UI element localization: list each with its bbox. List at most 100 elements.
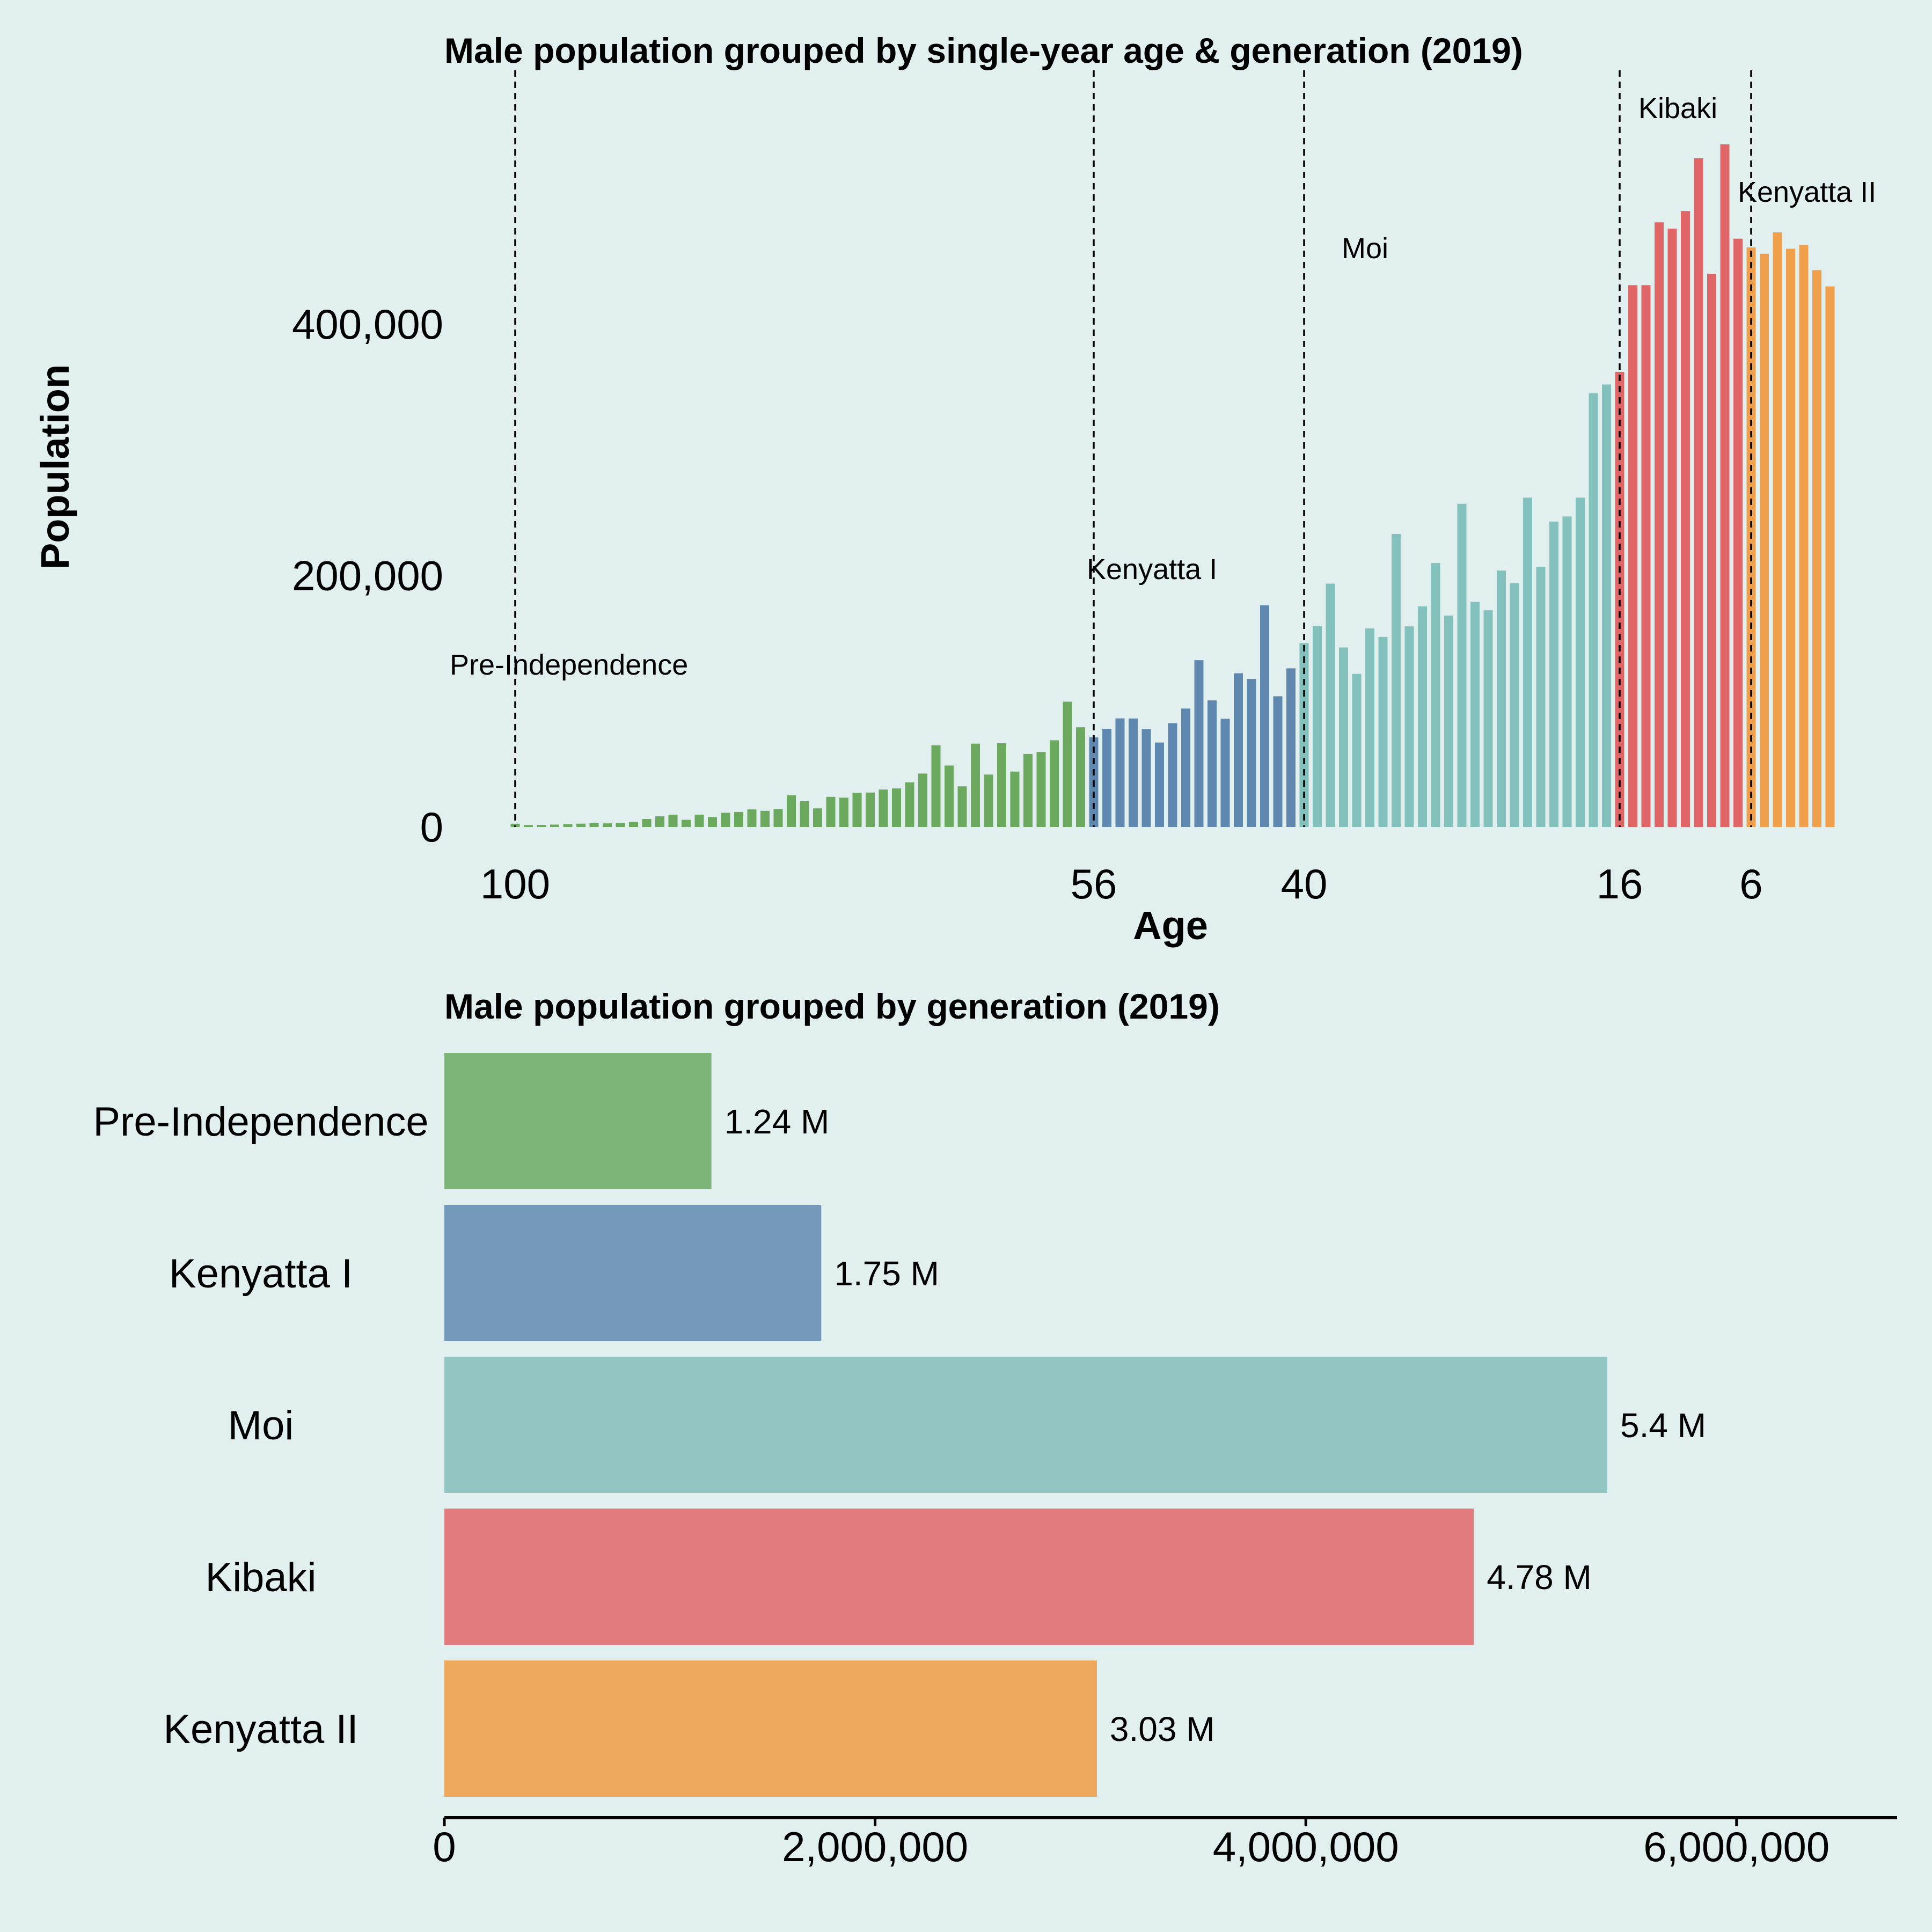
age-bar-35: [1365, 628, 1374, 827]
age-bar-75: [839, 797, 848, 827]
age-bar-34: [1378, 636, 1388, 827]
age-bar-63: [997, 743, 1006, 827]
age-bar-99: [524, 825, 533, 827]
age-bar-12: [1667, 229, 1677, 827]
age-bar-98: [537, 825, 546, 827]
x-tick-label-6: 6: [1739, 860, 1762, 908]
value-label-kibaki: 4.78 M: [1487, 1558, 1592, 1597]
age-bar-33: [1392, 534, 1401, 827]
age-bar-64: [984, 774, 993, 827]
generation-totals-chart: Male population grouped by generation (2…: [93, 986, 1897, 1870]
age-bar-3: [1786, 248, 1795, 827]
category-label-kibaki: Kibaki: [206, 1555, 317, 1600]
bottom-x-axis-ticks: 0 2,000,000 4,000,000 6,000,000: [433, 1818, 1829, 1870]
bottom-x-tick-label-2000000: 2,000,000: [782, 1823, 968, 1870]
age-bar-41: [1286, 668, 1296, 827]
category-label-kenyatta-i: Kenyatta I: [169, 1251, 353, 1297]
age-bar-25: [1497, 570, 1506, 827]
generation-bars: [444, 1053, 1607, 1797]
age-bar-77: [813, 808, 822, 827]
x-tick-label-56: 56: [1071, 860, 1117, 908]
age-bar-54: [1115, 718, 1125, 827]
value-label-kenyatta-ii: 3.03 M: [1110, 1710, 1215, 1748]
age-bar-42: [1273, 696, 1283, 827]
value-label-pre-independence: 1.24 M: [724, 1102, 830, 1141]
annotation-kenyatta-ii: Kenyatta II: [1738, 176, 1876, 208]
age-bar-45: [1234, 673, 1243, 827]
age-bar-27: [1470, 602, 1480, 827]
age-bar-62: [1010, 771, 1020, 827]
age-bar-57: [1076, 727, 1085, 827]
y-tick-label-400000: 400,000: [292, 301, 443, 348]
age-bar-26: [1483, 610, 1493, 827]
age-bar-20: [1562, 516, 1572, 827]
age-bar-100: [510, 823, 520, 827]
age-bar-28: [1457, 503, 1467, 827]
age-bar-81: [760, 810, 770, 827]
age-bar-80: [773, 809, 783, 827]
generation-value-labels: 1.24 M 1.75 M 5.4 M 4.78 M 3.03 M: [724, 1102, 1706, 1748]
x-axis-title: Age: [1133, 903, 1208, 948]
age-bar-48: [1194, 660, 1204, 827]
age-bar-31: [1418, 606, 1427, 827]
annotation-kibaki: Kibaki: [1638, 92, 1717, 125]
age-bar-88: [668, 815, 678, 827]
generation-annotations: Pre-Independence Kenyatta I Moi Kibaki K…: [450, 92, 1876, 681]
age-bar-43: [1260, 605, 1269, 827]
age-bar-11: [1681, 211, 1690, 828]
age-bar-0: [1825, 286, 1835, 827]
age-bar-22: [1536, 567, 1546, 827]
generation-bar-kenyatta-i: [444, 1205, 822, 1341]
age-bar-4: [1773, 232, 1782, 827]
age-bar-52: [1141, 729, 1151, 827]
age-bar-13: [1655, 222, 1664, 827]
age-bar-55: [1102, 729, 1111, 827]
age-bar-84: [721, 813, 730, 827]
age-bar-61: [1023, 753, 1033, 827]
age-bar-36: [1352, 674, 1362, 827]
age-bar-86: [694, 815, 704, 827]
age-bar-10: [1694, 158, 1703, 827]
age-bar-53: [1129, 718, 1138, 827]
age-bar-72: [879, 789, 888, 827]
age-bar-68: [931, 745, 941, 827]
age-bar-90: [642, 819, 652, 827]
generation-chart-title: Male population grouped by generation (2…: [444, 986, 1220, 1026]
age-bar-19: [1576, 497, 1585, 827]
age-bar-66: [957, 786, 967, 827]
generation-bar-moi: [444, 1357, 1607, 1493]
annotation-pre-independence: Pre-Independence: [450, 649, 688, 681]
age-bar-8: [1720, 144, 1730, 827]
age-bar-49: [1181, 708, 1190, 827]
age-bar-93: [603, 823, 612, 827]
x-tick-label-40: 40: [1281, 860, 1328, 908]
bottom-x-tick-label-4000000: 4,000,000: [1213, 1823, 1399, 1870]
age-bar-67: [945, 765, 954, 827]
age-bar-71: [892, 788, 901, 827]
bottom-x-tick-label-6000000: 6,000,000: [1643, 1823, 1829, 1870]
age-bar-7: [1733, 238, 1743, 828]
age-bar-21: [1549, 521, 1558, 827]
age-bar-94: [589, 823, 599, 827]
age-bar-70: [905, 782, 914, 827]
age-bar-85: [708, 817, 717, 827]
age-bar-89: [655, 816, 664, 827]
age-bar-50: [1168, 723, 1177, 827]
age-bar-14: [1641, 285, 1651, 827]
age-bar-95: [576, 823, 586, 827]
bottom-x-tick-label-0: 0: [433, 1823, 456, 1870]
annotation-moi: Moi: [1342, 232, 1388, 265]
y-tick-label-200000: 200,000: [292, 552, 443, 599]
age-bar-83: [734, 811, 743, 827]
generation-bar-pre-independence: [444, 1053, 712, 1189]
age-bar-15: [1628, 285, 1637, 827]
generation-bar-kibaki: [444, 1509, 1474, 1645]
age-histogram-chart: Male population grouped by single-year a…: [33, 31, 1876, 948]
age-bar-2: [1799, 245, 1809, 827]
age-bar-30: [1431, 563, 1440, 827]
x-tick-label-100: 100: [480, 860, 550, 908]
age-bar-96: [563, 824, 573, 827]
value-label-moi: 5.4 M: [1620, 1406, 1706, 1445]
x-tick-label-16: 16: [1597, 860, 1643, 908]
